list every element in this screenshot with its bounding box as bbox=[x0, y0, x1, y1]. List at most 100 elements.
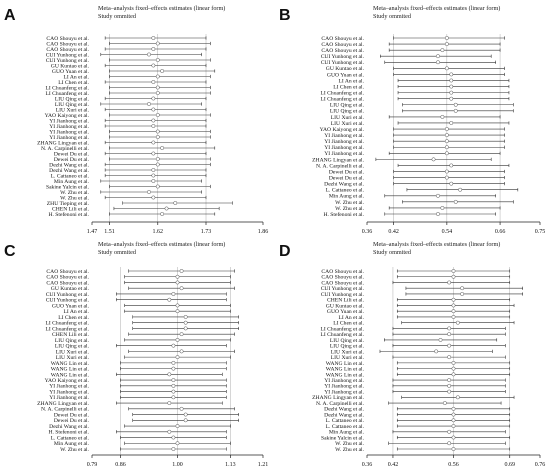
point-estimate bbox=[440, 48, 445, 53]
point-estimate bbox=[151, 168, 156, 172]
x-tick-label: 0.42 bbox=[388, 229, 399, 235]
study-label: ZHANG Lingyan et al. bbox=[312, 395, 364, 401]
point-estimate bbox=[460, 286, 465, 291]
point-estimate bbox=[171, 378, 176, 383]
point-estimate bbox=[160, 146, 165, 150]
x-tick-label: 1.51 bbox=[104, 229, 115, 235]
point-estimate bbox=[442, 401, 447, 406]
point-estimate bbox=[151, 63, 156, 68]
point-estimate bbox=[183, 412, 188, 417]
study-label: LIU Qing et al. bbox=[55, 102, 90, 108]
x-tick-label: 1.13 bbox=[225, 462, 236, 468]
x-tick-label: 1.73 bbox=[201, 229, 212, 235]
point-estimate bbox=[171, 383, 176, 388]
study-label: LI Chuanfeng et al. bbox=[321, 331, 365, 338]
panel-subtitle: Study ommited bbox=[98, 249, 137, 256]
point-estimate bbox=[175, 355, 180, 360]
point-estimate bbox=[451, 314, 456, 319]
study-label: LI Chuanfeng et al. bbox=[321, 325, 365, 332]
point-estimate bbox=[434, 349, 439, 354]
study-label: W. Zhu et al. bbox=[60, 447, 89, 453]
study-label: LI An et al. bbox=[64, 74, 90, 80]
point-estimate bbox=[438, 337, 443, 342]
point-estimate bbox=[151, 124, 156, 128]
point-estimate bbox=[451, 366, 456, 371]
study-label: YI Jianhong et al. bbox=[324, 384, 364, 390]
study-label: Dezhi Wang et al. bbox=[49, 162, 89, 168]
x-tick-label: 1.00 bbox=[172, 462, 183, 468]
point-estimate bbox=[451, 297, 456, 302]
x-tick-label: 0.36 bbox=[362, 229, 373, 235]
point-estimate bbox=[451, 447, 456, 451]
study-label: Dewei Du et al. bbox=[54, 412, 90, 418]
point-estimate bbox=[440, 114, 445, 119]
point-estimate bbox=[175, 303, 180, 308]
study-label: Dezhi Wang et al. bbox=[324, 412, 364, 418]
panel-c: C Meta–analysis fixed–effects estimates (… bbox=[4, 241, 268, 468]
study-label: LI Chen et al. bbox=[333, 84, 364, 90]
point-estimate bbox=[151, 47, 156, 51]
point-estimate bbox=[155, 41, 160, 46]
study-label: CAO Shouyu et al. bbox=[46, 280, 89, 286]
study-label: YAO Kaiyong et al. bbox=[45, 113, 90, 119]
study-label: H. Stefenoni et al. bbox=[48, 429, 89, 436]
study-label: YI Jianhong et al. bbox=[324, 133, 364, 139]
study-label: LIU Xuri et al. bbox=[331, 121, 365, 127]
point-estimate bbox=[444, 145, 449, 150]
study-label: N. A. Carpinelli et al. bbox=[41, 407, 90, 413]
study-label: LI Chen et al. bbox=[333, 321, 364, 327]
point-estimate bbox=[183, 320, 188, 325]
study-label: Min Aung et al. bbox=[54, 179, 90, 185]
point-estimate bbox=[155, 157, 160, 161]
point-estimate bbox=[155, 162, 160, 167]
study-label: CAO Shouyu et al. bbox=[46, 47, 89, 53]
study-label: LI Chuanfeng et al. bbox=[46, 84, 90, 91]
study-label: W. Zhu et al. bbox=[335, 200, 364, 206]
study-label: LI An et al. bbox=[339, 315, 365, 321]
point-estimate bbox=[451, 435, 456, 440]
study-label: L. Cattaneo et al. bbox=[326, 418, 365, 424]
study-label: ZHU Tieping et al. bbox=[47, 201, 90, 207]
point-estimate bbox=[449, 72, 454, 77]
study-label: LI Chen et al. bbox=[58, 315, 89, 321]
point-estimate bbox=[453, 108, 458, 113]
study-label: LIU Qing et al. bbox=[330, 109, 365, 115]
panel-subtitle: Study ommited bbox=[98, 13, 137, 20]
study-label: L. Cattaneo et al. bbox=[326, 424, 365, 430]
point-estimate bbox=[179, 349, 184, 354]
panel-d: D Meta–analysis fixed–effects estimates (… bbox=[279, 241, 545, 468]
study-label: YAO Kaiyong et al. bbox=[45, 378, 90, 384]
point-estimate bbox=[155, 113, 160, 117]
study-label: CHEN Lili et al. bbox=[52, 206, 90, 212]
panel-title: Meta–analysis fixed–effects estimates (l… bbox=[373, 241, 500, 248]
point-estimate bbox=[436, 60, 440, 65]
point-estimate bbox=[436, 212, 440, 216]
study-label: ZHANG Lingyan et al. bbox=[37, 140, 89, 146]
x-tick-label: 0.42 bbox=[388, 462, 399, 468]
study-label: YI Jianhong et al. bbox=[49, 124, 89, 130]
panel-title: Meta–analysis fixed–effects estimates (l… bbox=[98, 241, 225, 248]
study-label: CAO Shouyu et al. bbox=[46, 41, 89, 47]
x-tick-label: 0.86 bbox=[115, 462, 126, 468]
study-label: CAO Shouyu et al. bbox=[321, 42, 364, 48]
point-estimate bbox=[151, 140, 156, 145]
point-estimate bbox=[451, 424, 456, 428]
point-estimate bbox=[155, 58, 160, 62]
point-estimate bbox=[151, 179, 156, 183]
study-label: YAO Kaiyong et al. bbox=[320, 127, 365, 133]
point-estimate bbox=[147, 190, 151, 194]
point-estimate bbox=[451, 418, 456, 423]
point-estimate bbox=[451, 372, 456, 377]
x-tick-label: 1.86 bbox=[258, 229, 269, 235]
study-label: LIU Xuri et al. bbox=[56, 107, 90, 113]
point-estimate bbox=[151, 118, 156, 123]
point-estimate bbox=[444, 139, 449, 144]
x-tick-label: 1.47 bbox=[87, 229, 98, 235]
study-label: N. A. Carpinelli et al. bbox=[316, 163, 365, 169]
point-estimate bbox=[175, 309, 180, 314]
x-tick-label: 1.62 bbox=[153, 229, 164, 235]
point-estimate bbox=[444, 133, 449, 138]
study-label: LI Chuanfeng et al. bbox=[46, 325, 90, 332]
point-estimate bbox=[167, 429, 172, 434]
point-estimate bbox=[151, 195, 156, 200]
